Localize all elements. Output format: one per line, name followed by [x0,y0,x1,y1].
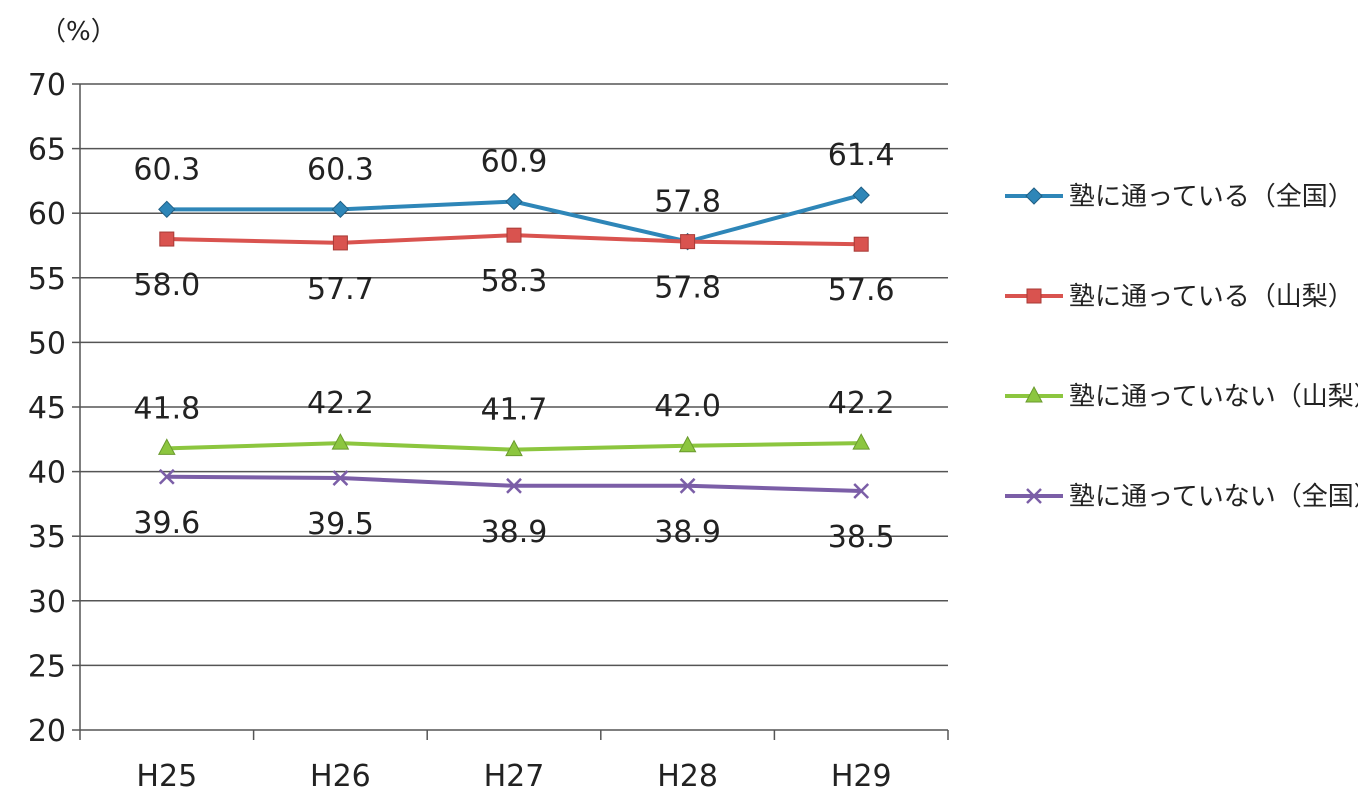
x-marker-stroke [158,468,175,485]
x-tick-label: H28 [657,759,718,791]
legend-label: 塾に通っていない（山梨） [1069,382,1358,412]
data-label: 57.8 [654,271,721,306]
data-point [331,200,350,219]
legend-label: 塾に通っている（全国） [1069,182,1354,212]
data-point [332,470,349,486]
series-3: 39.6 39.5 38.9 38.9 38.5 [133,468,895,555]
data-point [332,235,348,251]
data-label: 60.3 [133,152,200,187]
y-tick-label: 50 [28,326,66,361]
data-point [159,231,175,247]
x-marker-stroke [1026,488,1042,504]
y-tick-label: 60 [28,197,66,232]
data-label: 41.8 [133,391,200,426]
data-label: 60.3 [307,152,374,187]
series-group: 60.3 60.3 60.9 57.8 61.4 58.0 57.7 58.3 57.8 57.6… [133,138,894,555]
y-unit-label: （%） [40,17,117,47]
data-label: 58.3 [481,264,548,299]
data-label: 41.7 [481,393,548,428]
y-tick-label: 35 [28,520,66,555]
y-tick-label: 30 [28,585,66,620]
data-label: 39.6 [133,506,200,541]
data-label: 42.2 [828,386,895,421]
x-marker-stroke [332,470,349,486]
data-point [852,186,870,204]
data-label: 57.6 [828,273,895,308]
data-point [158,468,175,485]
y-tick-label: 65 [28,133,66,168]
y-tick-label: 45 [28,391,66,426]
data-label: 57.8 [654,185,721,220]
x-tick-label: H25 [136,759,197,791]
data-label: 57.7 [307,272,374,307]
x-marker-stroke [853,483,870,499]
x-marker-stroke [679,477,696,494]
legend-item: 塾に通っていない（山梨） [1005,382,1358,412]
x-tick-label: H26 [310,759,371,791]
y-tick-label: 40 [28,456,66,491]
gridlines [80,83,948,667]
data-point [853,483,870,499]
y-axis-ticks: 20 25 30 35 40 45 50 55 60 65 70 [28,68,66,749]
data-label: 38.9 [654,515,721,550]
legend-marker [1025,385,1043,403]
x-tick-label: H27 [484,759,545,791]
axes [72,83,949,740]
data-label: 39.5 [307,507,374,542]
data-point [506,227,522,243]
data-point [853,236,869,252]
legend-label: 塾に通っている（山梨） [1069,282,1354,312]
data-label: 38.5 [828,520,895,555]
legend-marker [1026,488,1042,504]
series-2: 41.8 42.2 41.7 42.0 42.2 [133,386,895,457]
data-label: 38.9 [481,515,548,550]
x-tick-label: H29 [831,759,892,791]
legend-label: 塾に通っていない（全国） [1069,482,1358,512]
data-label: 42.0 [654,389,721,424]
series-line [166,474,862,493]
legend-marker [1025,187,1043,205]
legend-item: 塾に通っていない（全国） [1005,482,1358,512]
y-tick-label: 70 [28,68,66,103]
data-label: 42.2 [307,386,374,421]
legend: 塾に通っている（全国） 塾に通っている（山梨） 塾に通っていない（山梨） 塾に通ってい… [1005,182,1358,512]
data-point [506,477,522,494]
data-point [852,433,871,450]
data-point [680,234,696,250]
y-tick-label: 55 [28,262,66,297]
data-point [678,435,697,453]
y-tick-label: 20 [28,714,66,749]
data-point [157,438,176,455]
data-label: 60.9 [481,145,548,180]
data-label: 58.0 [133,268,200,303]
y-tick-label: 25 [28,649,66,684]
series-1: 58.0 57.7 58.3 57.8 57.6 [133,227,895,308]
legend-marker [1026,288,1042,304]
data-point [158,200,176,219]
legend-item: 塾に通っている（全国） [1005,182,1354,212]
data-point [331,433,350,450]
data-point [505,192,523,211]
data-point [505,439,523,457]
x-axis-ticks: H25 H26 H27 H28 H29 [136,759,891,791]
x-marker-stroke [506,477,522,494]
data-label: 61.4 [828,138,895,173]
data-point [679,477,696,494]
legend-item: 塾に通っている（山梨） [1005,282,1354,312]
